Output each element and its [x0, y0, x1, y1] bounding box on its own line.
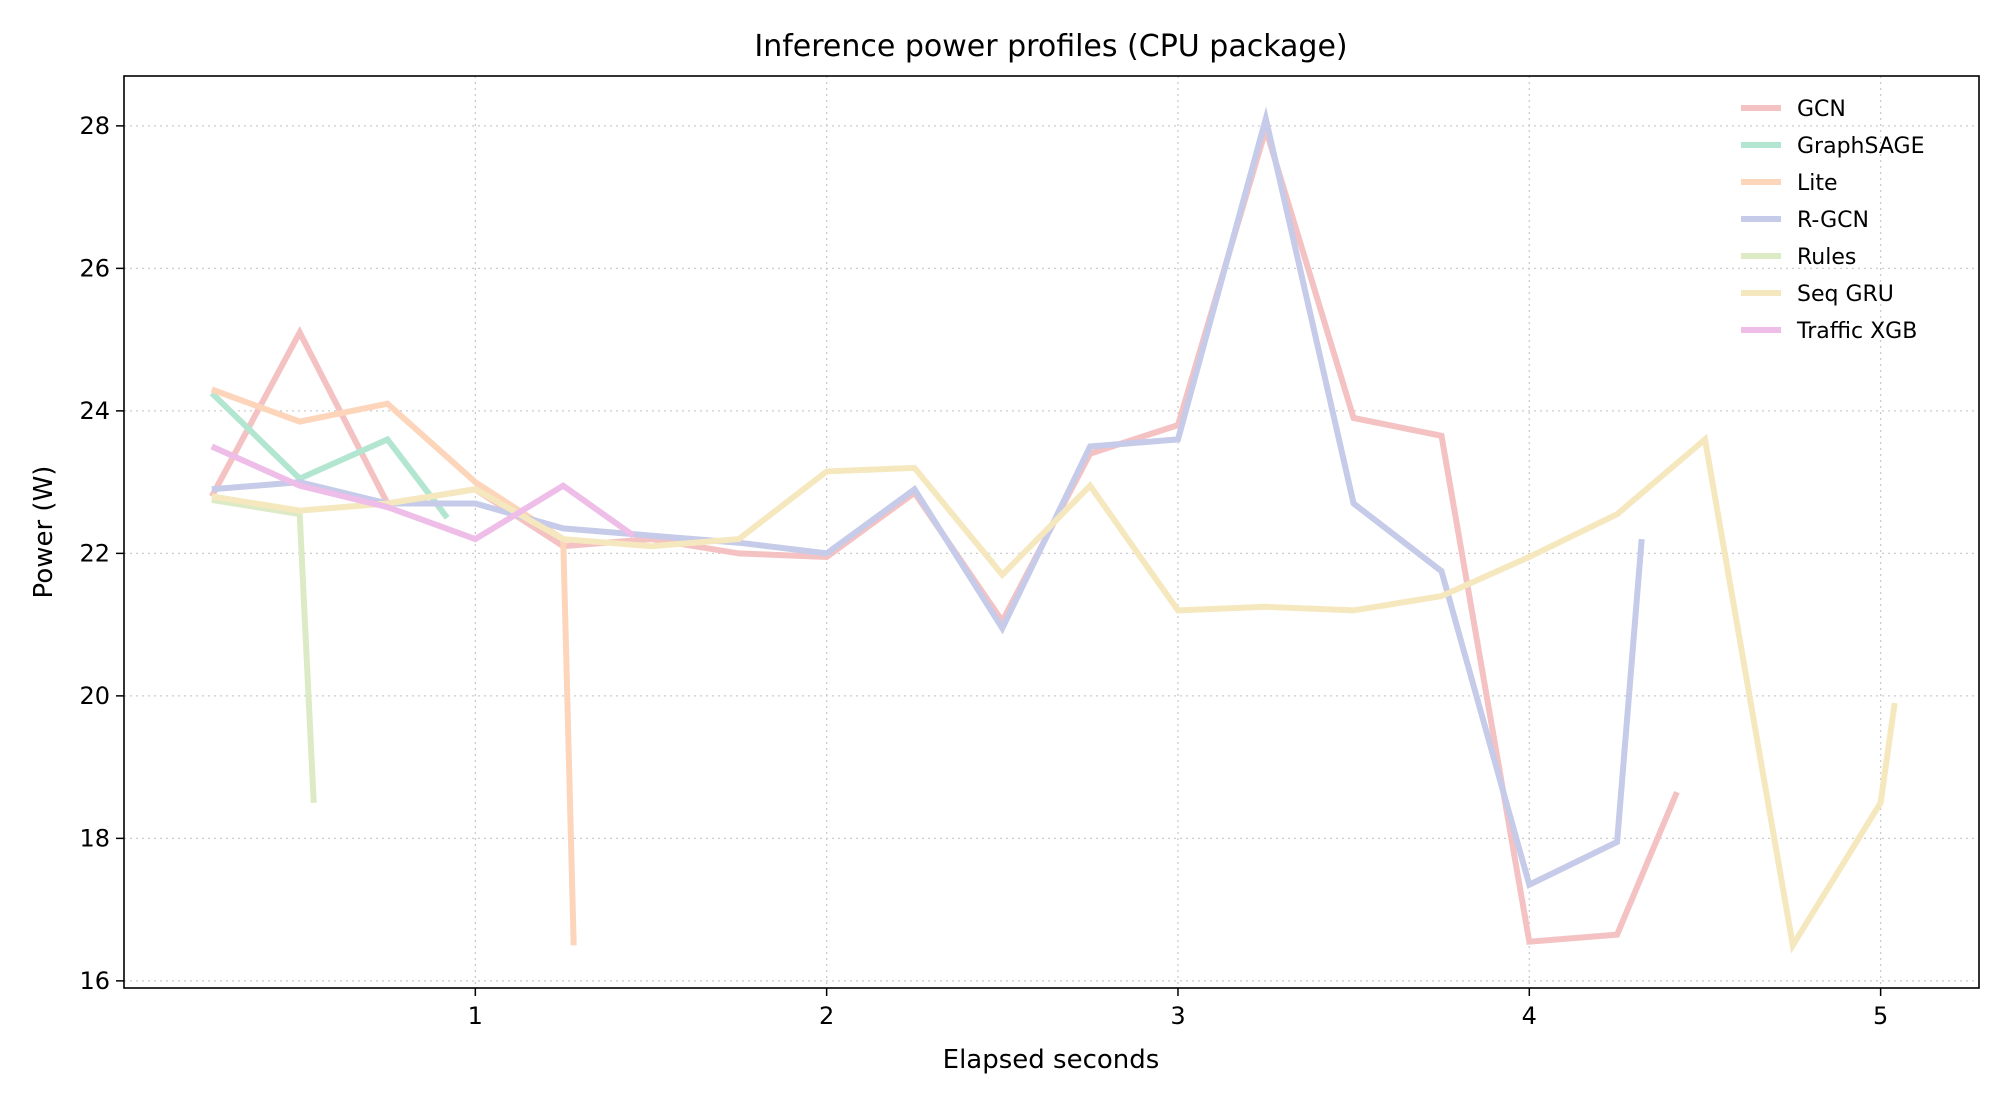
y-tick-label: 16: [79, 967, 110, 995]
x-axis-label: Elapsed seconds: [943, 1045, 1160, 1075]
legend-label-gcn: GCN: [1797, 97, 1846, 122]
series-line-traffic-xgb: [210, 443, 636, 543]
y-tick-label: 22: [79, 539, 110, 567]
series-line-lite: [210, 386, 577, 946]
tick-layer: 1 2 3 4 5 16 18 20 22 24 26 28: [79, 112, 1888, 1030]
x-tick-label: 4: [1522, 1002, 1537, 1030]
y-tick-label: 20: [79, 682, 110, 710]
series-layer: [209, 106, 1898, 954]
legend-label-graphsage: GraphSAGE: [1797, 134, 1924, 159]
legend-label-lite: Lite: [1797, 171, 1838, 196]
grid-layer: [124, 76, 1979, 988]
legend-label-traffic-xgb: Traffic XGB: [1796, 319, 1917, 344]
y-tick-label: 24: [79, 397, 110, 425]
chart-title: Inference power profiles (CPU package): [754, 29, 1347, 64]
x-tick-label: 1: [468, 1002, 483, 1030]
x-tick-label: 2: [819, 1002, 834, 1030]
series-line-seq-gru: [211, 433, 1898, 954]
legend-label-rules: Rules: [1797, 245, 1856, 270]
y-axis-label: Power (W): [29, 466, 59, 599]
y-tick-label: 18: [79, 824, 110, 852]
y-tick-label: 26: [79, 254, 110, 282]
series-line-r-gcn: [211, 106, 1645, 889]
x-tick-label: 3: [1170, 1002, 1185, 1030]
legend-label-seq-gru: Seq GRU: [1797, 282, 1894, 307]
x-tick-label: 5: [1873, 1002, 1888, 1030]
series-line-graphsage: [209, 390, 450, 520]
y-tick-label: 28: [79, 112, 110, 140]
plot-area-frame: [123, 75, 1980, 989]
legend: GCN GraphSAGE Lite R-GCN Rules Seq GRU Traffic…: [1741, 97, 1924, 344]
legend-label-r-gcn: R-GCN: [1797, 208, 1869, 233]
series-line-rules: [211, 496, 317, 803]
